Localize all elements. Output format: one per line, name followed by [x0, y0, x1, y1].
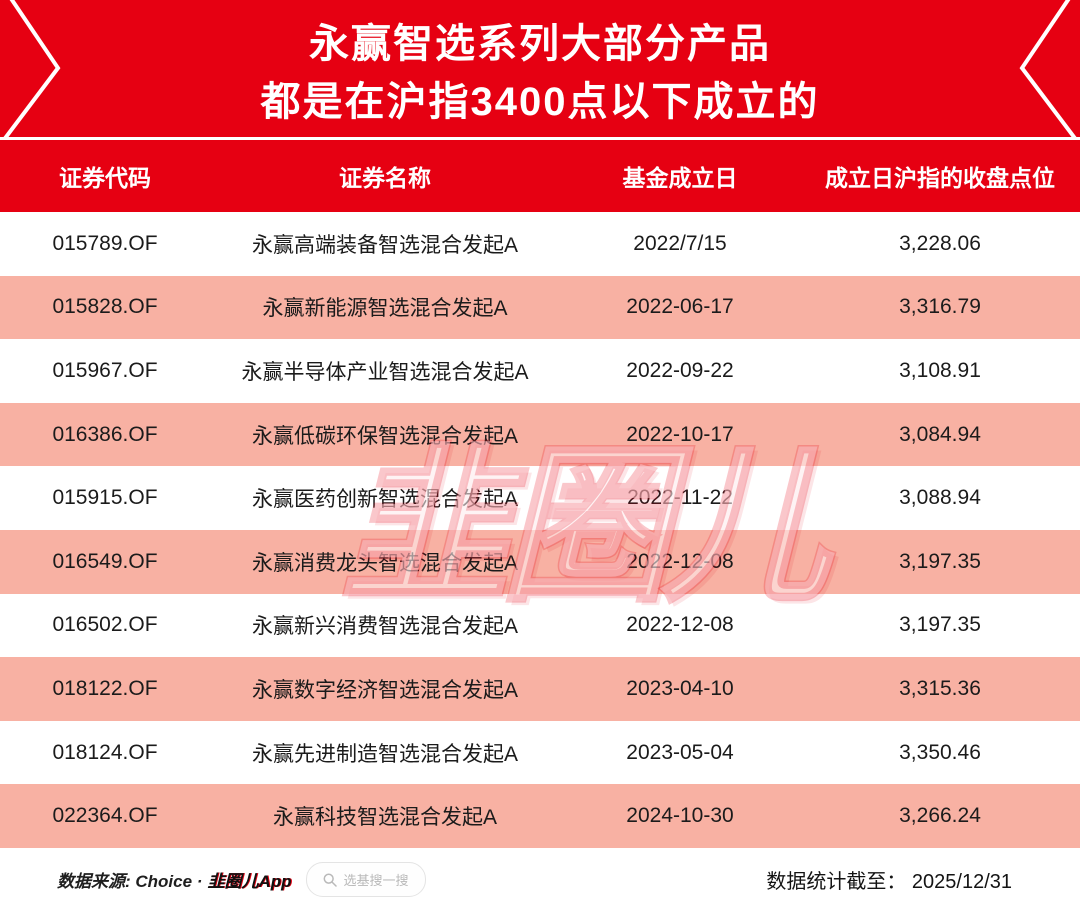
security-name-cell: 永赢高端装备智选混合发起A	[251, 233, 518, 257]
security-code-cell: 015915.OF	[52, 486, 158, 510]
security-code-cell: 016502.OF	[52, 613, 158, 637]
inception-date-cell: 2022-09-22	[626, 358, 734, 382]
inception-date-cell: 2023-04-10	[626, 676, 734, 700]
inception-date-cell: 2022-12-08	[626, 613, 734, 637]
inception-date-cell: 2024-10-30	[626, 804, 734, 828]
app-brand-label: 韭圈儿App	[207, 872, 292, 891]
sse-close-cell: 3,108.91	[899, 358, 981, 382]
inception-date-cell: 2022/7/15	[633, 231, 727, 255]
security-code-cell: 015967.OF	[52, 358, 158, 382]
column-header-security-code: 证券代码	[59, 165, 151, 191]
table-row: 022364.OF 永赢科技智选混合发起A 2024-10-30 3,266.24	[0, 784, 1080, 848]
security-name-cell: 永赢科技智选混合发起A	[272, 806, 497, 830]
inception-date-cell: 2022-10-17	[626, 422, 734, 446]
security-code-cell: 022364.OF	[52, 804, 158, 828]
security-name-cell: 永赢低碳环保智选混合发起A	[251, 424, 518, 448]
security-name-cell: 永赢医药创新智选混合发起A	[251, 488, 518, 512]
table-body: 015789.OF 永赢高端装备智选混合发起A 2022/7/15 3,228.06 0…	[0, 212, 1080, 848]
security-name-cell: 永赢先进制造智选混合发起A	[251, 742, 518, 766]
inception-date-cell: 2022-11-22	[627, 486, 733, 510]
security-code-cell: 018124.OF	[52, 740, 158, 764]
column-header-security-name: 证券名称	[339, 165, 431, 191]
footer: 数据来源: Choice · 韭圈儿App 选基搜一搜 数据统计截至： 2025…	[0, 848, 1080, 911]
banner-title-line2: 都是在沪指3400点以下成立的	[260, 80, 820, 124]
inception-date-cell: 2022-12-08	[626, 549, 734, 573]
column-header-inception-date: 基金成立日	[622, 165, 738, 191]
table-row: 018124.OF 永赢先进制造智选混合发起A 2023-05-04 3,350.46	[0, 720, 1080, 785]
security-code-cell: 015789.OF	[52, 231, 158, 255]
sse-close-cell: 3,197.35	[899, 549, 981, 573]
sse-close-cell: 3,315.36	[899, 676, 981, 700]
table-row: 015967.OF 永赢半导体产业智选混合发起A 2022-09-22 3,108.9…	[0, 339, 1080, 403]
ribbon-notch-icons	[3, 0, 1077, 137]
inception-date-cell: 2023-05-04	[626, 740, 734, 764]
fund-search-pill[interactable]: 选基搜一搜	[305, 862, 426, 897]
sse-close-cell: 3,316.79	[899, 295, 981, 319]
table-row: 018122.OF 永赢数字经济智选混合发起A 2023-04-10 3,315.36	[0, 657, 1080, 721]
table-row: 016549.OF 永赢消费龙头智选混合发起A 2022-12-08 3,197.35	[0, 529, 1080, 594]
sse-close-cell: 3,350.46	[899, 740, 981, 764]
security-name-cell: 永赢数字经济智选混合发起A	[251, 678, 518, 702]
table-row: 016502.OF 永赢新兴消费智选混合发起A 2022-12-08 3,197.35	[0, 593, 1080, 658]
security-name-cell: 永赢新能源智选混合发起A	[262, 297, 508, 321]
security-code-cell: 016549.OF	[52, 549, 158, 573]
title-banner: 永赢智选系列大部分产品 都是在沪指3400点以下成立的	[0, 0, 1080, 140]
security-code-cell: 016386.OF	[52, 422, 158, 446]
table-row: 015789.OF 永赢高端装备智选混合发起A 2022/7/15 3,228.06	[0, 212, 1080, 276]
security-code-cell: 015828.OF	[52, 295, 158, 319]
table-header-row: 证券代码 证券名称 基金成立日 成立日沪指的收盘点位	[0, 140, 1080, 212]
security-name-cell: 永赢新兴消费智选混合发起A	[251, 615, 518, 639]
sse-close-cell: 3,228.06	[899, 231, 981, 255]
column-header-sse-close: 成立日沪指的收盘点位	[825, 165, 1055, 191]
inception-date-cell: 2022-06-17	[626, 295, 734, 319]
table-row: 015828.OF 永赢新能源智选混合发起A 2022-06-17 3,316.79	[0, 275, 1080, 340]
security-name-cell: 永赢半导体产业智选混合发起A	[241, 360, 529, 384]
ribbon-right-chevron-icon	[1019, 0, 1077, 137]
sse-close-cell: 3,088.94	[899, 486, 981, 510]
data-source-label: 数据来源: Choice ·	[57, 872, 203, 891]
sse-close-cell: 3,266.24	[899, 804, 981, 828]
sse-close-cell: 3,197.35	[899, 613, 981, 637]
table-row: 015915.OF 永赢医药创新智选混合发起A 2022-11-22 3,088.94	[0, 466, 1080, 530]
banner-title-line1: 永赢智选系列大部分产品	[309, 22, 771, 66]
data-source-note: 数据来源: Choice · 韭圈儿App 选基搜一搜	[57, 862, 426, 897]
search-placeholder-text: 选基搜一搜	[343, 873, 409, 888]
table-row: 016386.OF 永赢低碳环保智选混合发起A 2022-10-17 3,084.94	[0, 402, 1080, 467]
ribbon-left-chevron-icon	[3, 0, 61, 137]
data-cutoff-label: 数据统计截至： 2025/12/31	[766, 871, 1012, 893]
magnifier-icon	[323, 873, 337, 887]
security-name-cell: 永赢消费龙头智选混合发起A	[251, 551, 518, 575]
sse-close-cell: 3,084.94	[899, 422, 981, 446]
security-code-cell: 018122.OF	[52, 676, 158, 700]
